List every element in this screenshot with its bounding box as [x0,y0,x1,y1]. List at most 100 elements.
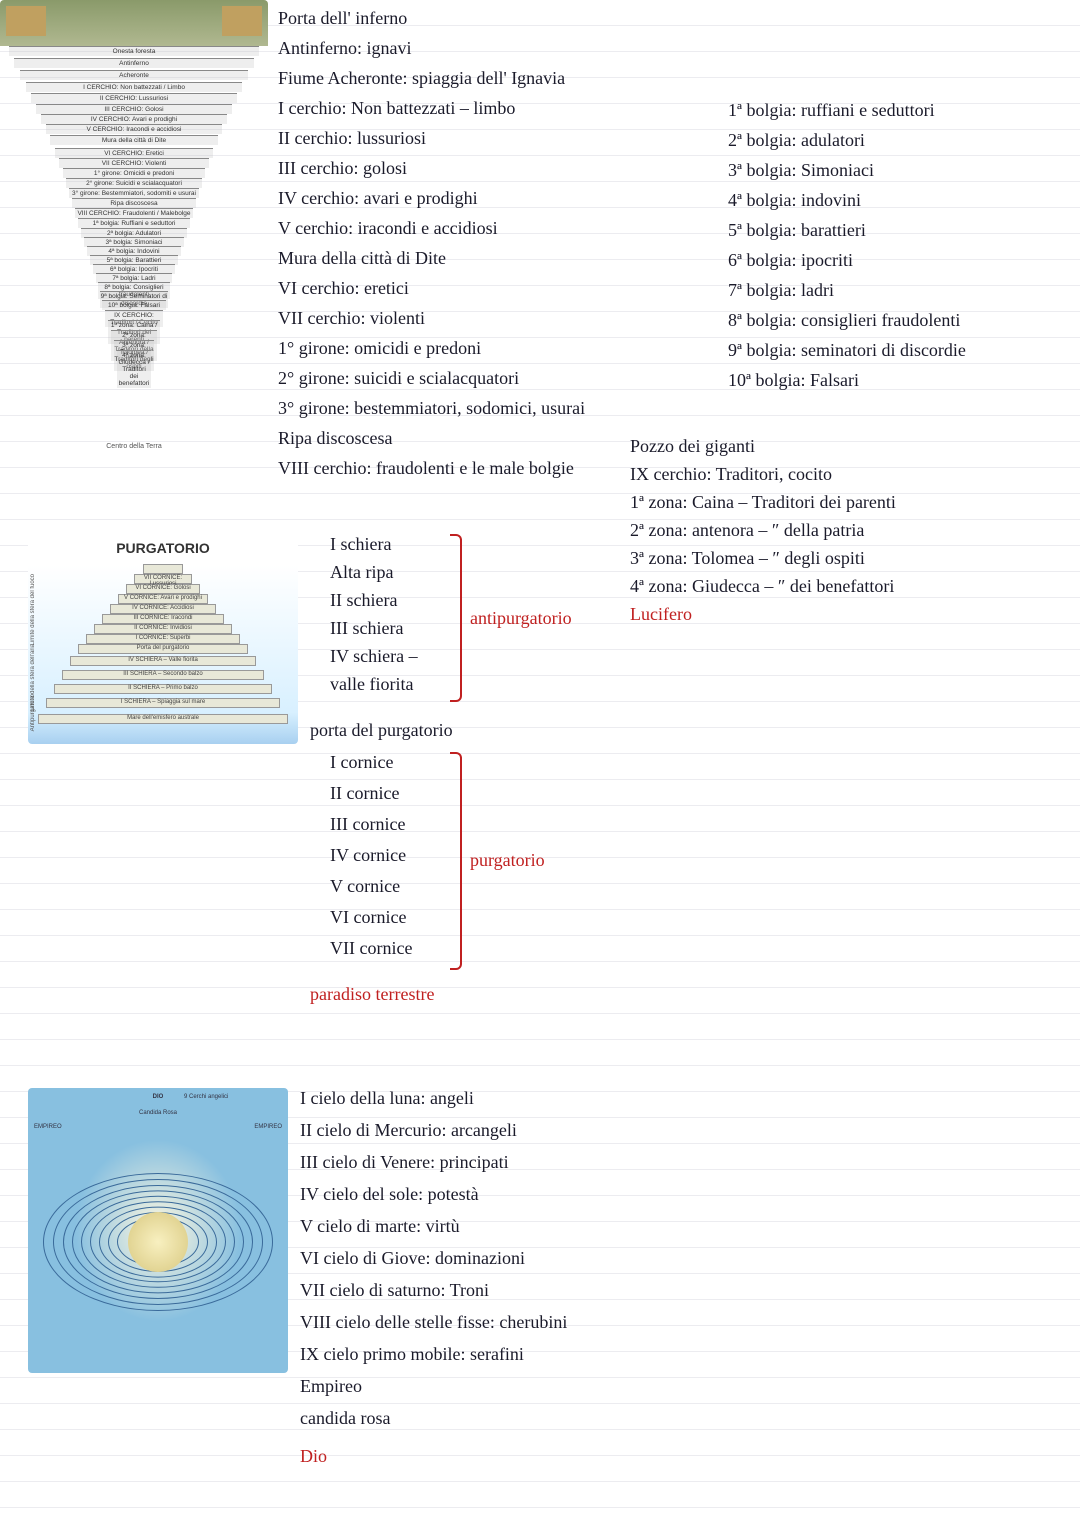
handwritten-line: III cielo di Venere: principati [300,1152,509,1173]
handwritten-line: I cielo della luna: angeli [300,1088,474,1109]
handwritten-line: 1° girone: omicidi e predoni [278,338,481,359]
purgatorio-diagram: PURGATORIO VII CORNICE: LussuriosiVI COR… [28,534,298,744]
handwritten-line: 2ª zona: antenora – ″ della patria [630,520,864,541]
handwritten-line: 6ª bolgia: ipocriti [728,250,853,271]
castle-right [222,6,262,36]
handwritten-line: 8ª bolgia: consiglieri fraudolenti [728,310,960,331]
funnel-row: 1ª bolgia: Ruffiani e seduttori [78,218,190,228]
handwritten-line: IX cielo primo mobile: serafini [300,1344,524,1365]
handwritten-line: 3° girone: bestemmiatori, sodomici, usur… [278,398,585,419]
handwritten-line: VI cornice [330,907,406,928]
handwritten-line: III schiera [330,618,403,639]
purg-step: II SCHIERA – Primo balzo [54,684,272,694]
para-empireo-l: EMPIREO [34,1124,62,1130]
purg-step: IV SCHIERA – Valle fiorita [70,656,256,666]
purg-step: Mare dell'emisfero australe [38,714,288,724]
funnel-row: VI CERCHIO: Eretici [55,148,213,158]
purg-step: I SCHIERA – Spiaggia sul mare [46,698,280,708]
handwritten-line: II schiera [330,590,397,611]
funnel-row: 2° girone: Suicidi e scialacquatori [66,178,202,188]
handwritten-line: 3ª zona: Tolomea – ″ degli ospiti [630,548,865,569]
handwritten-line: IV cielo del sole: potestà [300,1184,479,1205]
handwritten-line: Mura della città di Dite [278,248,446,269]
purg-side-bot: Antipurgatorio [30,694,36,731]
handwritten-line: Ripa discoscesa [278,428,392,449]
handwritten-line: I schiera [330,534,391,555]
funnel-row: IV CERCHIO: Avari e prodighi [41,114,227,124]
handwritten-line: V cielo di marte: virtù [300,1216,460,1237]
bracket-antipurg [450,534,462,702]
label-antipurg: antipurgatorio [470,608,572,629]
castle-left [6,6,46,36]
handwritten-line: IV cornice [330,845,406,866]
handwritten-line: 10ª bolgia: Falsari [728,370,859,391]
funnel-row: 10ª bolgia: Falsari [102,300,166,310]
handwritten-line: I cornice [330,752,393,773]
funnel-row: V CERCHIO: Iracondi e accidiosi [46,124,222,134]
handwritten-line: Lucifero [630,604,692,625]
purg-step: VI CORNICE: Golosi [126,584,200,594]
funnel-row: III CERCHIO: Golosi [36,104,232,114]
handwritten-line: 7ª bolgia: ladri [728,280,834,301]
handwritten-line: V cerchio: iracondi e accidiosi [278,218,498,239]
handwritten-line: 3ª bolgia: Simoniaci [728,160,874,181]
handwritten-line: V cornice [330,876,400,897]
handwritten-line: VI cielo di Giove: dominazioni [300,1248,525,1269]
inferno-diagram: Onesta forestaAntinfernoAcheronteI CERCH… [0,0,268,450]
purg-step: III CORNICE: Iracondi [102,614,224,624]
handwritten-line: 4ª zona: Giudecca – ″ dei benefattori [630,576,894,597]
porta-purgatorio-line: porta del purgatorio [310,720,453,741]
handwritten-line: VII cielo di saturno: Troni [300,1280,489,1301]
handwritten-line: VIII cielo delle stelle fisse: cherubini [300,1312,567,1333]
handwritten-line: 9ª bolgia: seminatori di discordie [728,340,966,361]
handwritten-line: 4ª bolgia: indovini [728,190,861,211]
funnel-row: Acheronte [20,70,248,80]
bracket-purg [450,752,462,970]
handwritten-line: III cornice [330,814,405,835]
handwritten-line: 1ª bolgia: ruffiani e seduttori [728,100,935,121]
handwritten-line: Porta dell' inferno [278,8,407,29]
para-dio: DIO [153,1094,164,1100]
purg-step: IV CORNICE: Accidiosi [110,604,216,614]
handwritten-line: Pozzo dei giganti [630,436,755,457]
handwritten-line: candida rosa [300,1408,390,1429]
handwritten-line: Alta ripa [330,562,393,583]
para-candida: Candida Rosa [139,1110,177,1116]
handwritten-line: IX cerchio: Traditori, cocito [630,464,832,485]
handwritten-line: 2° girone: suicidi e scialacquatori [278,368,519,389]
purg-step [143,564,183,574]
para-earth [128,1212,188,1272]
handwritten-line: II cornice [330,783,399,804]
para-empireo-r: EMPIREO [254,1124,282,1130]
handwritten-line: Fiume Acheronte: spiaggia dell' Ignavia [278,68,565,89]
funnel-row: 4ª zona: Giudecca / Traditori dei benefa… [117,350,151,388]
handwritten-line: valle fiorita [330,674,413,695]
handwritten-line: Empireo [300,1376,362,1397]
funnel-row: II CERCHIO: Lussuriosi [31,93,237,103]
handwritten-line: IV schiera – [330,646,418,667]
purg-step: VII CORNICE: Lussuriosi [134,574,192,584]
handwritten-line: Antinferno: ignavi [278,38,411,59]
handwritten-line: II cielo di Mercurio: arcangeli [300,1120,517,1141]
handwritten-line: I cerchio: Non battezzati – limbo [278,98,515,119]
purg-step: V CORNICE: Avari e prodighi [118,594,208,604]
handwritten-line: VI cerchio: eretici [278,278,409,299]
funnel-row: VII CERCHIO: Violenti [59,158,209,168]
funnel-row: Onesta foresta [9,46,259,56]
purg-title: PURGATORIO [28,540,298,556]
handwritten-line: II cerchio: lussuriosi [278,128,426,149]
handwritten-line: 1ª zona: Caina – Traditori dei parenti [630,492,896,513]
purg-side-top: Limite della sfera del fuoco [30,574,36,645]
inferno-footer: Centro della Terra [106,443,162,450]
funnel-row: 1° girone: Omicidi e predoni [63,168,205,178]
handwritten-line: IV cerchio: avari e prodighi [278,188,478,209]
funnel-row: Ripa discoscesa [72,198,196,208]
label-purg: purgatorio [470,850,545,871]
handwritten-line: VII cerchio: violenti [278,308,425,329]
handwritten-line: VIII cerchio: fraudolenti e le male bolg… [278,458,574,479]
purg-step: III SCHIERA – Secondo balzo [62,670,264,680]
purg-step: I CORNICE: Superbi [86,634,240,644]
funnel-row: VIII CERCHIO: Fraudolenti / Malebolge [75,208,193,218]
funnel-row: I CERCHIO: Non battezzati / Limbo [26,82,242,92]
purg-step: Porta del purgatorio [78,644,248,654]
